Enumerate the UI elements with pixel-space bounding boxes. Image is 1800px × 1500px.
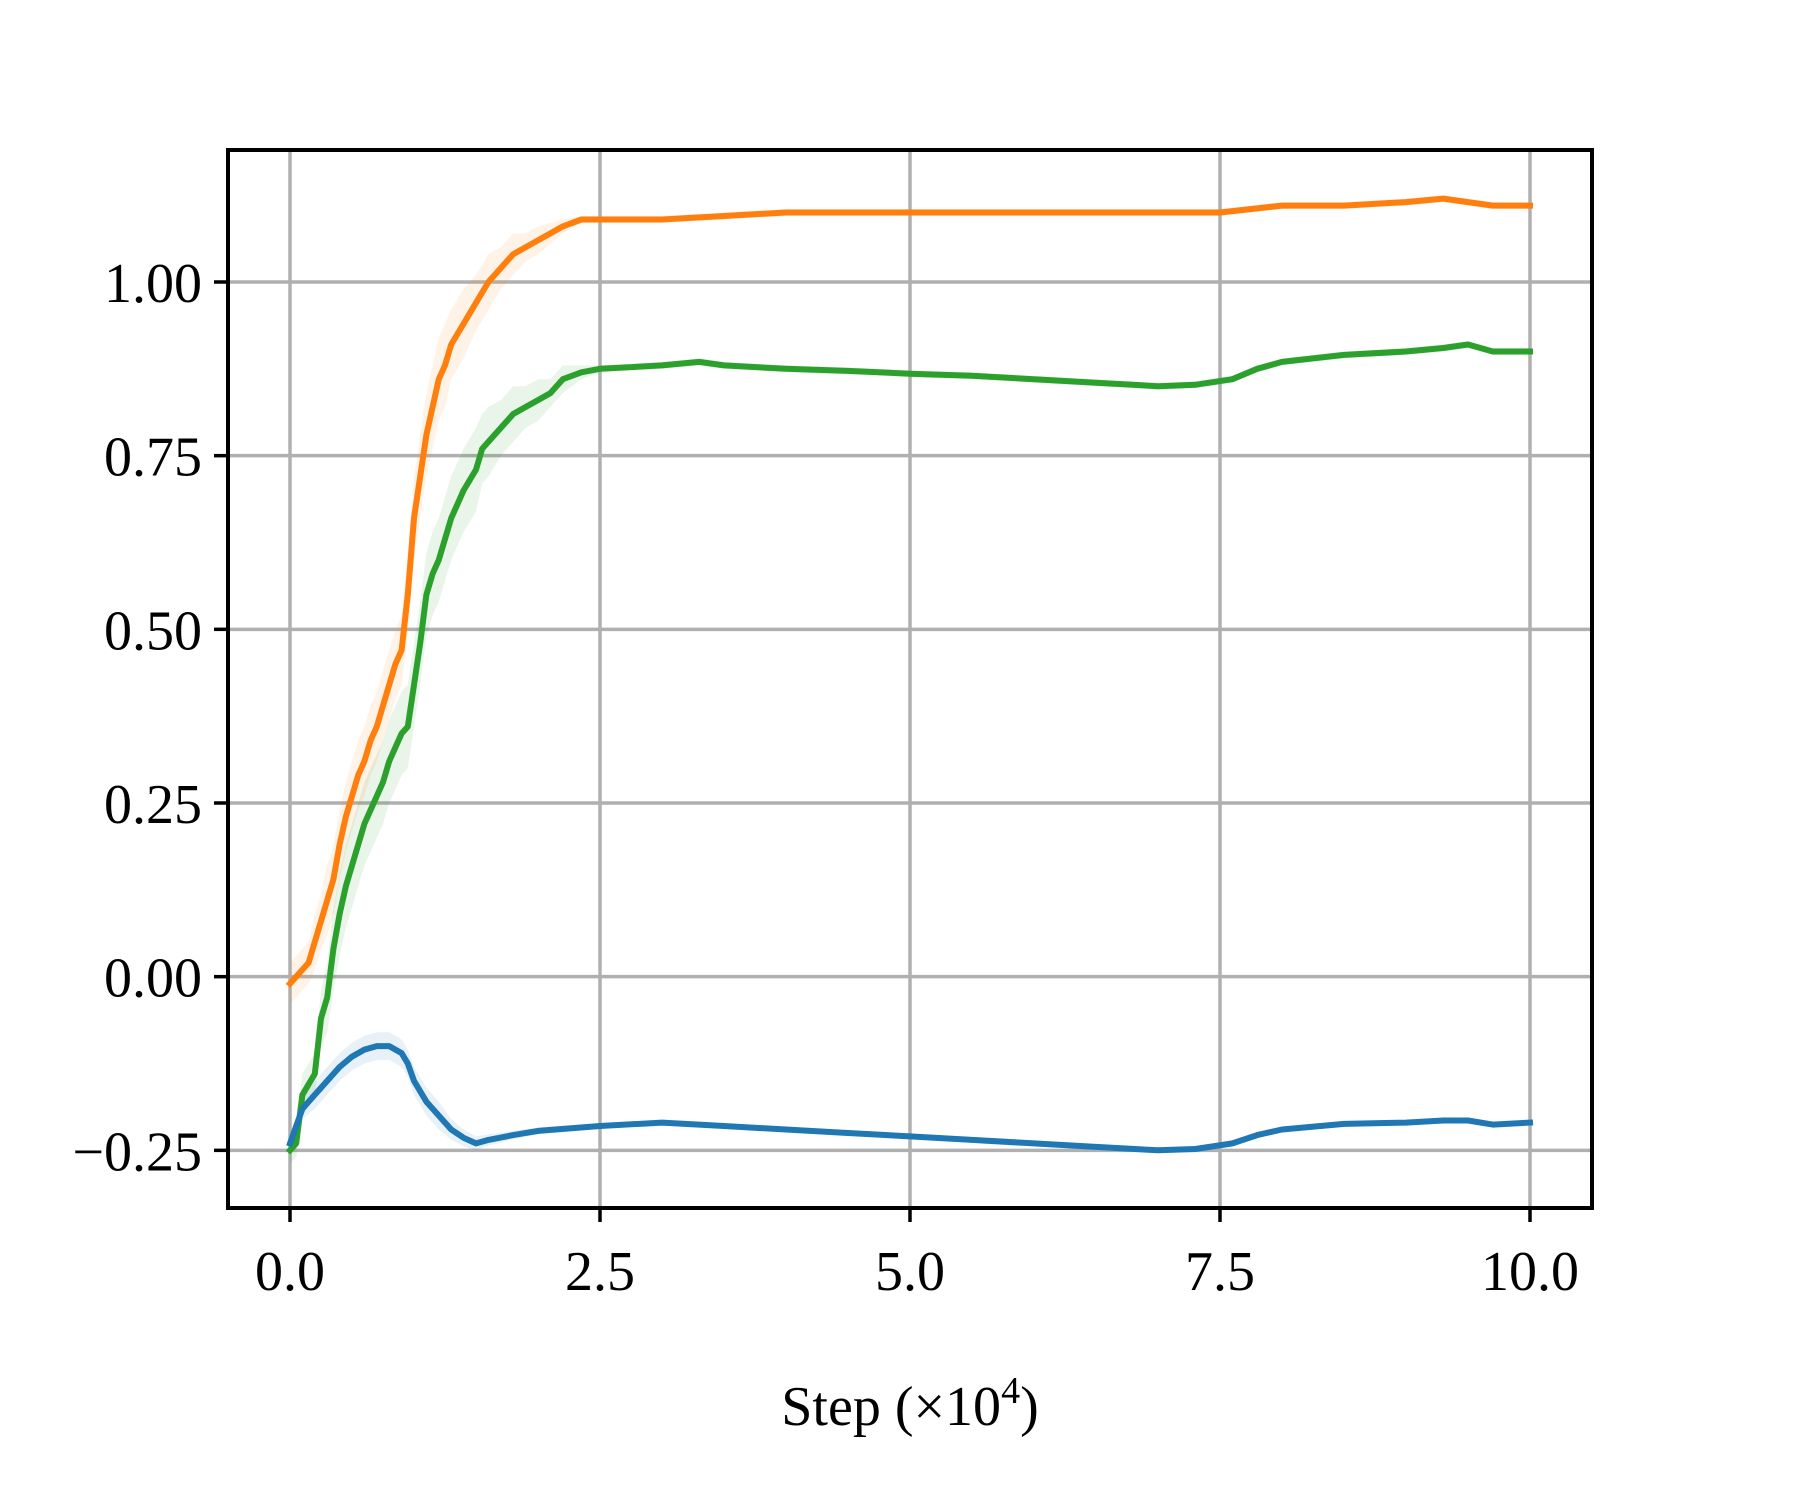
y-tick-label: −0.25	[72, 1121, 202, 1183]
y-tick-label: 0.00	[104, 948, 202, 1010]
x-tick-label: 0.0	[255, 1241, 325, 1303]
y-tick-label: 1.00	[104, 253, 202, 315]
grid-lines	[228, 150, 1592, 1208]
x-tick-label: 5.0	[875, 1241, 945, 1303]
y-tick-label: 0.75	[104, 427, 202, 489]
x-tick-label: 7.5	[1185, 1241, 1255, 1303]
series-lines	[285, 195, 1534, 1155]
series-3-line	[286, 1043, 1534, 1154]
x-tick-label: 10.0	[1481, 1241, 1579, 1303]
x-axis-label: Step (×104)	[781, 1370, 1038, 1438]
series-1-line	[285, 195, 1533, 988]
series-2-line	[285, 341, 1533, 1155]
y-tick-label: 0.50	[104, 600, 202, 662]
axis-ticks: 0.0 2.5 5.0 7.5 10.0 −0.25 0.00 0.25 0.50 0.75 1.0…	[72, 253, 1579, 1303]
y-tick-label: 0.25	[104, 774, 202, 836]
x-tick-label: 2.5	[565, 1241, 635, 1303]
